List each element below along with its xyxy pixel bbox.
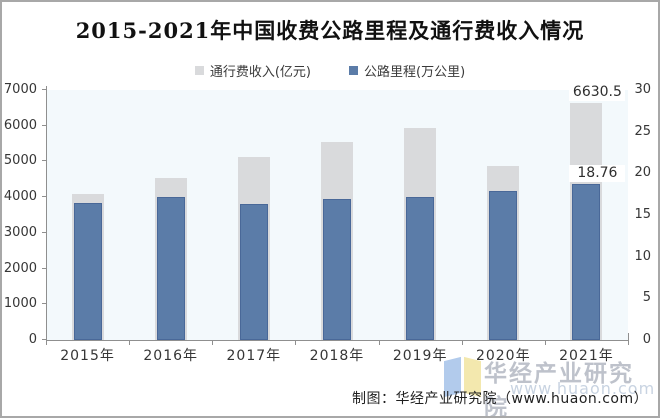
- secondary-axis-tick-label: 30: [634, 82, 651, 97]
- y-axis-tick-label: 2000: [3, 260, 37, 276]
- x-axis-tick: [295, 341, 297, 345]
- value-label: 18.76: [569, 164, 626, 182]
- x-axis-label: 2021年: [559, 348, 614, 364]
- y-axis-tick: [42, 196, 46, 198]
- bar-road-mileage: [239, 203, 268, 340]
- y-axis-tick: [42, 231, 46, 233]
- legend-swatch-icon: [194, 65, 204, 75]
- bar-road-mileage: [323, 199, 351, 340]
- y-axis-tick-label: 1000: [3, 296, 37, 312]
- legend-item-toll-revenue: 通行费收入(亿元): [194, 61, 311, 80]
- x-axis-label: 2017年: [226, 348, 282, 364]
- y-axis-tick-label: 3000: [3, 224, 37, 240]
- watermark-brand: 华经产业研究院: [484, 361, 634, 418]
- secondary-axis-tick-label: 0: [642, 332, 651, 347]
- bar-road-mileage: [73, 203, 102, 340]
- y-axis-tick-label: 5000: [3, 153, 37, 169]
- y-axis-tick: [42, 303, 46, 305]
- bar-road-mileage: [156, 197, 185, 340]
- x-axis-label: 2016年: [143, 348, 199, 364]
- y-axis-tick: [42, 89, 46, 90]
- x-axis-tick: [46, 341, 47, 345]
- y-axis-tick-label: 4000: [3, 189, 37, 205]
- watermark-url: www.huaon.com: [510, 379, 656, 398]
- secondary-axis-tick-label: 20: [634, 165, 651, 181]
- y-axis-tick-label: 6000: [3, 117, 37, 133]
- x-axis-tick: [212, 341, 214, 345]
- chart-title: 2015-2021年中国收费公路里程及通行费收入情况: [75, 18, 585, 43]
- x-axis-label: 2015年: [60, 348, 115, 364]
- x-axis-tick: [544, 341, 546, 345]
- legend-label: 通行费收入(亿元): [209, 64, 311, 80]
- y-axis-tick: [42, 267, 46, 269]
- legend-item-road-mileage: 公路里程(万公里): [349, 61, 465, 80]
- y-axis-tick: [42, 124, 46, 126]
- legend-swatch-icon: [349, 65, 358, 75]
- secondary-axis-tick-label: 10: [634, 248, 651, 264]
- x-axis-label: 2020年: [475, 348, 531, 364]
- y-axis-line: [46, 86, 47, 340]
- secondary-axis-tick-label: 15: [634, 207, 651, 222]
- bar-road-mileage: [406, 197, 435, 340]
- legend: 通行费收入(亿元) 公路里程(万公里): [2, 60, 658, 80]
- secondary-axis-tick-label: 25: [634, 123, 651, 139]
- x-axis-tick: [628, 341, 629, 345]
- y-axis-tick-label: 7000: [3, 82, 37, 97]
- x-axis-line: [46, 340, 629, 341]
- source-caption: 制图：华经产业研究院（www.huaon.com）: [352, 391, 649, 407]
- x-axis-label: 2019年: [392, 348, 448, 364]
- secondary-axis-tick-label: 5: [642, 290, 651, 306]
- right-axis-end-tick: [628, 333, 629, 340]
- x-axis-tick: [461, 341, 463, 345]
- value-label: 6630.5: [569, 84, 626, 102]
- x-axis-tick: [378, 341, 380, 345]
- bar-road-mileage: [572, 183, 601, 340]
- legend-label: 公路里程(万公里): [364, 64, 466, 80]
- y-axis-tick: [42, 339, 46, 340]
- bar-road-mileage: [489, 190, 518, 340]
- y-axis-tick-label: 0: [28, 332, 37, 347]
- y-axis-tick: [42, 160, 46, 162]
- x-axis-tick: [129, 341, 131, 345]
- x-axis-label: 2018年: [309, 348, 365, 364]
